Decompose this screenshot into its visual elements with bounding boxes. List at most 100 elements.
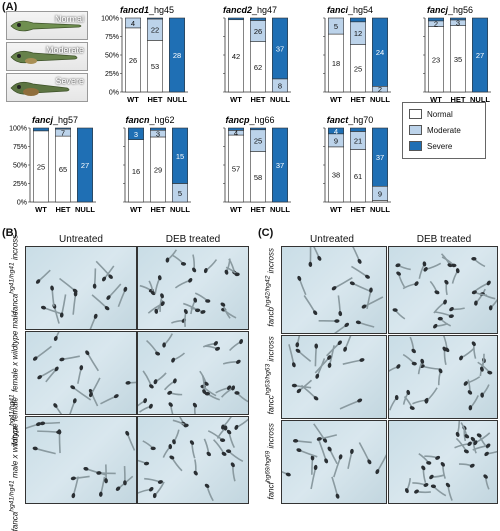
c-col-head-untreated: Untreated (310, 234, 354, 245)
c-photo-row2-deb (388, 335, 498, 419)
chart-title: fancd2_hg47 (223, 5, 277, 15)
x-tick-label: NULL (167, 95, 187, 104)
legend-label-normal: Normal (427, 109, 453, 119)
legend-swatch-normal (409, 109, 422, 119)
larvae-image (392, 253, 497, 329)
thumb-label: Severe (55, 76, 84, 86)
chart-title: fancd1_hg45 (120, 5, 174, 15)
bar-segment-severe (146, 17, 163, 20)
fish-severe-icon (10, 81, 70, 96)
bar-data-label: 12 (354, 29, 362, 38)
c-photo-row3-deb (388, 420, 498, 504)
bar-data-label: 53 (151, 62, 159, 71)
bar-data-label: 27 (476, 51, 484, 60)
bar-segment-severe (169, 17, 186, 93)
bar-data-label: 37 (276, 44, 284, 53)
x-tick-label: HET (451, 95, 466, 104)
y-tick-label: 100% (9, 126, 27, 133)
bar-data-label: 22 (151, 26, 159, 35)
bar-segment-moderate (124, 17, 141, 29)
b-photo-row1-untreated (25, 246, 137, 330)
y-tick-label: 0% (17, 200, 27, 207)
legend-item-normal: Normal (409, 109, 453, 119)
bar-data-label: 3 (156, 130, 160, 139)
bar-data-label: 61 (354, 172, 362, 181)
bar-segment-severe (127, 127, 144, 140)
larvae-image (404, 421, 497, 501)
y-tick-label: 25% (105, 71, 119, 78)
b-row-label-3: fancahg41/hg41 male x wildtype female (8, 397, 20, 531)
bar-segment-severe (449, 17, 466, 21)
bar-data-label: 4 (131, 19, 135, 28)
c-col-head-deb: DEB treated (416, 234, 472, 245)
bar-segment-severe (349, 127, 366, 132)
thumb-normal: Normal (6, 11, 88, 40)
larvae-image (35, 260, 128, 329)
legend-label-severe: Severe (427, 141, 453, 151)
chart-title: fancp_hg66 (225, 115, 274, 125)
bar-data-label: 38 (332, 170, 340, 179)
stacked-bar-chart: fancn_hg62 16 3 WT 29 3 HET 5 15 NULL (123, 115, 191, 214)
y-tick-label: 50% (13, 163, 27, 170)
stacked-bar-chart: fanci_hg54 18 5 WT 25 12 HET 2 24 NULL (323, 5, 391, 104)
panel-label-a: (A) (2, 1, 18, 13)
bar-data-label: 37 (376, 153, 384, 162)
c-photo-row1-deb (388, 246, 498, 334)
bar-segment-severe (227, 127, 244, 131)
bar-data-label: 58 (254, 173, 262, 182)
x-tick-label: HET (251, 95, 266, 104)
bar-segment-severe (54, 127, 71, 130)
bar-segment-severe (172, 127, 189, 184)
bar-data-label: 26 (129, 56, 137, 65)
larvae-image (138, 417, 248, 502)
bar-segment-severe (372, 127, 389, 187)
bar-data-label: 16 (132, 167, 140, 176)
fish-moderate-icon (10, 50, 78, 64)
bar-segment-severe (427, 17, 444, 22)
y-tick-label: 0% (109, 90, 119, 97)
bar-segment-severe (272, 17, 289, 80)
bar-segment-severe (272, 127, 289, 203)
bar-segment-severe (349, 17, 366, 23)
larvae-image (282, 423, 386, 499)
x-tick-label: WT (35, 205, 47, 214)
c-row-label-1: fancbhg42/hg42 incross (264, 248, 276, 327)
bar-data-label: 25 (37, 162, 45, 171)
bar-segment-severe (77, 127, 94, 203)
bar-data-label: 15 (176, 152, 184, 161)
bar-data-label: 8 (278, 81, 282, 90)
bar-segment-moderate (327, 17, 344, 35)
x-tick-label: WT (330, 205, 342, 214)
bar-data-label: 24 (376, 48, 384, 57)
stacked-bar-chart: fancd2_hg47 42 WT 62 26 HET 8 37 NULL (223, 5, 291, 104)
y-tick-label: 50% (105, 53, 119, 60)
bar-data-label: 28 (173, 51, 181, 60)
b-row-label-1: fancahg41/hg41 incross (8, 234, 20, 314)
legend-label-moderate: Moderate (427, 125, 461, 135)
bar-data-label: 3 (456, 19, 460, 28)
b-col-head-deb: DEB treated (165, 234, 221, 245)
b-photo-row2-deb (137, 331, 249, 415)
panel-label-c: (C) (258, 227, 274, 239)
x-tick-label: HET (351, 95, 366, 104)
legend-item-moderate: Moderate (409, 125, 461, 135)
chart-title: fanci_hg54 (327, 5, 373, 15)
larvae-image (288, 336, 365, 410)
y-tick-label: 25% (13, 181, 27, 188)
x-tick-label: NULL (270, 205, 290, 214)
y-tick-label: 75% (105, 34, 119, 41)
x-tick-label: NULL (470, 95, 490, 104)
bar-segment-severe (149, 127, 166, 131)
bar-data-label: 62 (254, 63, 262, 72)
bar-segment-severe (472, 17, 489, 93)
bar-data-label: 21 (354, 136, 362, 145)
bar-data-label: 3 (134, 130, 138, 139)
bar-data-label: 25 (254, 137, 262, 146)
x-tick-label: HET (351, 205, 366, 214)
chart-title: fancn_hg62 (125, 115, 174, 125)
x-tick-label: NULL (370, 95, 390, 104)
bar-data-label: 23 (432, 55, 440, 64)
stacked-bar-chart: fancj_hg56 23 2 WT 35 3 HET 27 NULL (423, 5, 491, 104)
bar-segment-severe (249, 17, 266, 21)
